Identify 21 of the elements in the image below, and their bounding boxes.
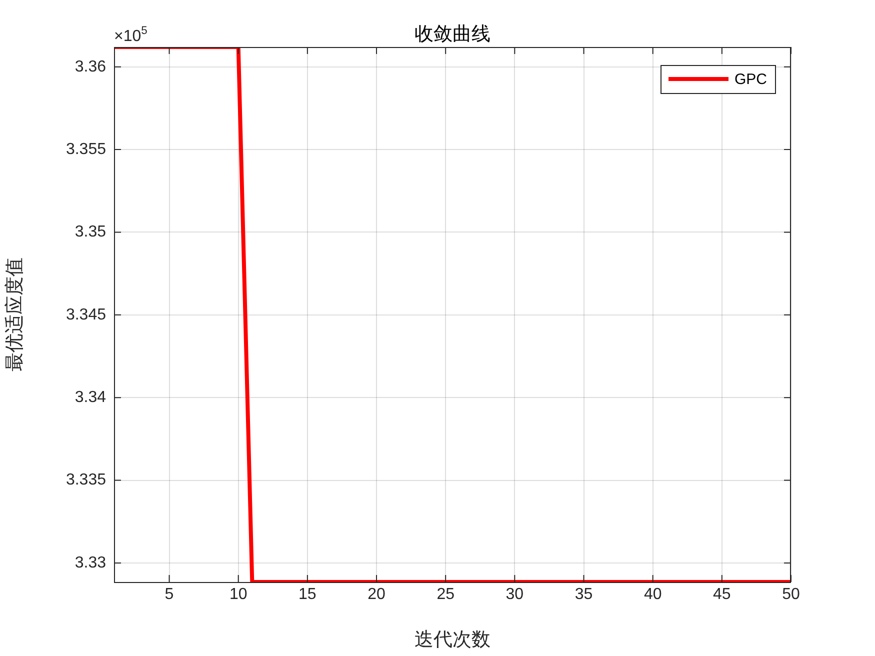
x-tick-label: 30 (506, 586, 524, 604)
x-tick-label: 20 (368, 586, 386, 604)
x-tick-label: 35 (574, 586, 593, 604)
x-tick-label: 45 (713, 586, 731, 604)
x-tick-label: 5 (164, 586, 174, 604)
y-tick-label: 3.355 (66, 140, 106, 158)
y-axis-title: 最优适应度值 (3, 258, 26, 372)
x-axis-title: 迭代次数 (414, 630, 490, 651)
y-tick-label: 3.33 (74, 554, 106, 572)
chart-title: 收敛曲线 (414, 24, 490, 45)
y-tick-label: 3.36 (74, 58, 106, 76)
y-tick-label: 3.335 (66, 472, 106, 489)
y-tick-label: 3.35 (74, 224, 106, 241)
x-tick-label: 40 (644, 586, 662, 604)
y-tick-label: 3.345 (66, 306, 106, 324)
x-tick-label: 10 (229, 586, 248, 604)
y-tick-label: 3.34 (74, 389, 106, 406)
x-tick-label: 50 (782, 586, 800, 604)
legend-label: GPC (734, 71, 768, 88)
x-tick-label: 25 (436, 586, 455, 604)
x-tick-label: 15 (298, 586, 316, 604)
